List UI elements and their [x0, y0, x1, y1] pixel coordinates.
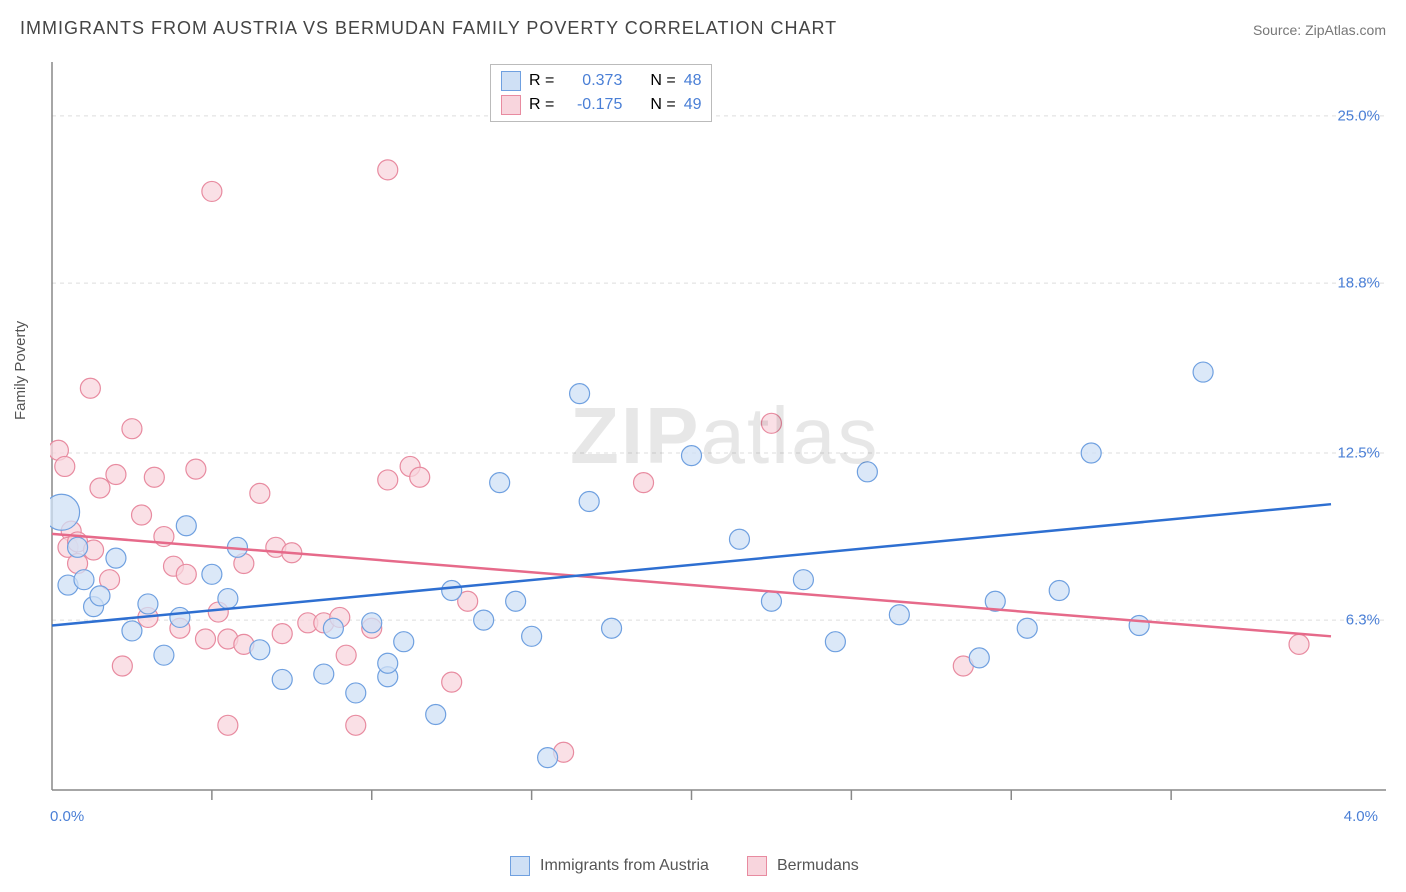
n-label: N =: [650, 72, 675, 90]
swatch-b-icon: [501, 95, 521, 115]
n-label: N =: [650, 96, 675, 114]
stats-row-a: R = 0.373 N = 48: [501, 69, 701, 93]
swatch-a-icon: [510, 856, 530, 876]
x-max-label: 4.0%: [1344, 808, 1378, 825]
y-axis-label: Family Poverty: [12, 321, 29, 420]
r-value-b: -0.175: [562, 96, 622, 114]
n-value-b: 49: [684, 96, 702, 114]
scatter-chart: [50, 60, 1386, 830]
series-legend: Immigrants from Austria Bermudans: [510, 856, 859, 876]
y-tick-label: 25.0%: [1337, 107, 1380, 124]
y-tick-label: 12.5%: [1337, 444, 1380, 461]
series-a-label: Immigrants from Austria: [540, 857, 709, 875]
swatch-b-icon: [747, 856, 767, 876]
x-min-label: 0.0%: [50, 808, 84, 825]
chart-title: IMMIGRANTS FROM AUSTRIA VS BERMUDAN FAMI…: [20, 18, 837, 39]
n-value-a: 48: [684, 72, 702, 90]
chart-area: ZIPatlas R = 0.373 N = 48 R = -0.175 N =…: [50, 60, 1386, 830]
r-label: R =: [529, 96, 554, 114]
swatch-a-icon: [501, 71, 521, 91]
stats-legend: R = 0.373 N = 48 R = -0.175 N = 49: [490, 64, 712, 122]
r-label: R =: [529, 72, 554, 90]
r-value-a: 0.373: [562, 72, 622, 90]
source-attribution: Source: ZipAtlas.com: [1253, 22, 1386, 38]
y-tick-label: 6.3%: [1346, 612, 1380, 629]
stats-row-b: R = -0.175 N = 49: [501, 93, 701, 117]
y-tick-label: 18.8%: [1337, 275, 1380, 292]
series-b-label: Bermudans: [777, 857, 859, 875]
